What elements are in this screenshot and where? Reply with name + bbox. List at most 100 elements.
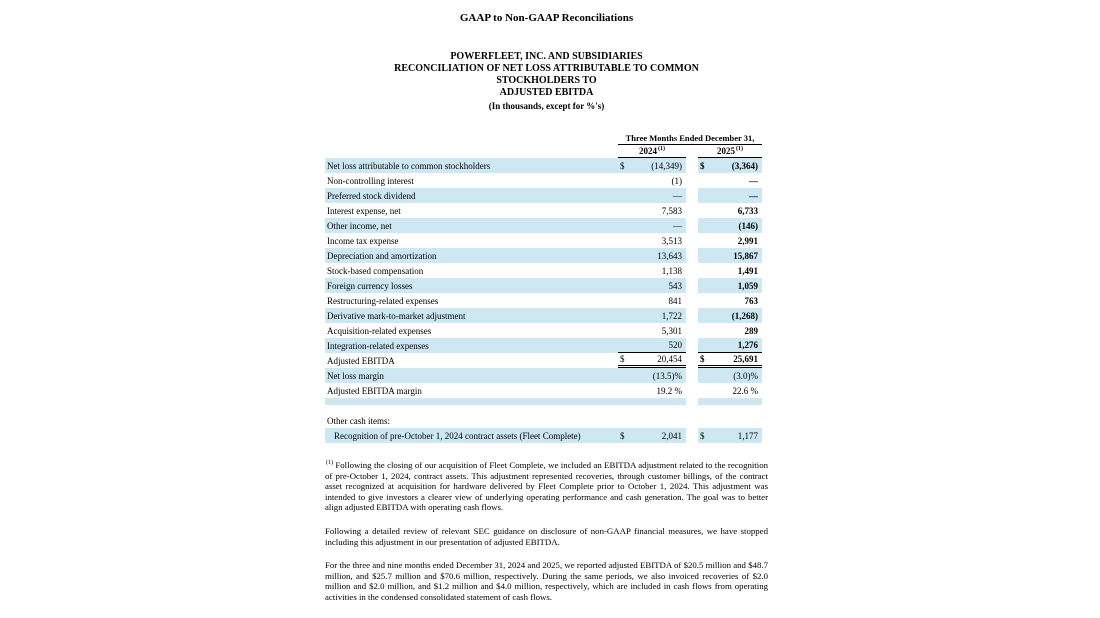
col-2025-group: 763 [698,293,762,308]
table-row: Acquisition-related expenses 5,301 289 [325,323,768,338]
column-gap [686,293,698,308]
value-2024: 1,722 [661,310,682,321]
value-2025: (3.0)% [733,370,758,381]
value-2025: 1,491 [737,265,758,276]
col-2025-group: — [698,173,762,188]
value-2025: (3,364) [731,160,758,171]
dollar-sign-2025: $ [700,430,705,441]
value-2025: 25,691 [733,354,758,364]
value-2025: 1,059 [737,280,758,291]
column-gap [686,338,698,353]
value-2025: — [749,175,758,186]
row-label: Adjusted EBITDA [327,355,395,366]
value-2024: 7,583 [661,205,682,216]
col-2024-group: 1,138 [618,263,686,278]
column-gap [686,263,698,278]
table-row: Depreciation and amortization 13,643 15,86… [325,248,768,263]
table-row: Integration-related expenses 520 1,276 [325,338,768,353]
value-2024: — [673,220,682,231]
table-row: Restructuring-related expenses 841 763 [325,293,768,308]
column-gap [686,308,698,323]
reconciliation-table: Three Months Ended December 31, 2024(1) … [325,131,768,443]
col-2025-group: 1,276 [698,338,762,353]
col-2024-group: 3,513 [618,233,686,248]
col-2025-group: (3.0)% [698,368,762,383]
value-2024: 20,454 [657,354,682,364]
paragraph-3: For the three and nine months ended Dece… [325,560,768,602]
col-2024-group: 543 [618,278,686,293]
value-2024: 3,513 [661,235,682,246]
col-2024-group: $ (14,349) [618,158,686,173]
col-2024-group [618,398,686,405]
column-gap [686,428,698,443]
column-gap [686,383,698,398]
row-label: Interest expense, net [327,205,401,216]
row-label: Derivative mark-to-market adjustment [325,308,618,323]
column-gap [686,398,698,405]
col-2024-group: 520 [618,338,686,353]
table-row: Adjusted EBITDA margin 19.2 % 22.6 % [325,383,768,398]
dollar-sign-2025: $ [700,354,705,364]
statement-header: POWERFLEET, INC. AND SUBSIDIARIES RECONC… [325,51,768,99]
value-2025: 15,867 [733,250,758,261]
row-label: Depreciation and amortization [325,248,618,263]
col-2025-group: 15,867 [698,248,762,263]
row-label: Net loss attributable to common stockhol… [325,158,618,173]
value-2025: 6,733 [737,205,758,216]
row-label: Non-controlling interest [327,175,414,186]
company-name: POWERFLEET, INC. AND SUBSIDIARIES [450,51,643,62]
column-gap [686,203,698,218]
period-header-row: Three Months Ended December 31, [325,131,768,145]
col-2024-group: $20,454 [618,353,686,368]
value-2024: 1,138 [661,265,682,276]
column-gap [686,278,698,293]
document-page: GAAP to Non-GAAP Reconciliations POWERFL… [325,0,768,616]
row-label [325,398,618,405]
row-label: Integration-related expenses [325,338,618,353]
value-2025: (1,268) [731,310,758,321]
footnote-1-text: Following the closing of our acquisition… [325,460,768,513]
column-gap [686,173,698,188]
table-body: Net loss attributable to common stockhol… [325,158,768,443]
col-2025-group: $ (3,364) [698,158,762,173]
value-2024: 13,643 [657,250,682,261]
year-2025-header: 2025(1) [698,146,762,158]
row-label: Adjusted EBITDA margin [327,385,422,396]
period-header: Three Months Ended December 31, [618,133,762,145]
column-gap [686,158,698,173]
recon-title-line-3: ADJUSTED EBITDA [499,87,594,98]
dollar-sign-2025: $ [700,160,705,171]
col-2024-group: 19.2 % [618,383,686,398]
col-2025-group [698,398,762,405]
value-2024: 5,301 [661,325,682,336]
col-2025-group: — [698,188,762,203]
row-label: Recognition of pre-October 1, 2024 contr… [325,428,618,443]
row-label: Other income, net [325,218,618,233]
recon-title-line-2: STOCKHOLDERS TO [496,75,597,86]
value-2024: (13.5)% [652,370,682,381]
col-2025-group: 289 [698,323,762,338]
footnote-1-marker: (1) [326,460,333,467]
column-gap [686,218,698,233]
year-2025-label: 2025 [717,146,735,156]
footnote-marker: (1) [658,146,665,152]
table-row: Non-controlling interest (1) — [325,173,768,188]
col-2024-group: $2,041 [618,428,686,443]
col-2024-group: 841 [618,293,686,308]
col-2025-group: (1,268) [698,308,762,323]
year-header-row: 2024(1) 2025(1) [325,145,768,158]
value-2024: 2,041 [661,430,682,441]
row-label: Acquisition-related expenses [327,325,432,336]
paragraph-2: Following a detailed review of relevant … [325,525,768,547]
column-gap [686,248,698,263]
value-2025: 289 [744,325,759,336]
footnote-1: (1) Following the closing of our acquisi… [325,460,768,513]
page-title: GAAP to Non-GAAP Reconciliations [459,12,634,24]
col-2025-group: 22.6 % [698,383,762,398]
col-2025-group: 1,059 [698,278,762,293]
col-2025-group: (146) [698,218,762,233]
col-2024-group: 13,643 [618,248,686,263]
table-row: Preferred stock dividend — — [325,188,768,203]
table-row: Net loss margin (13.5)% (3.0)% [325,368,768,383]
value-2024: 19.2 % [656,385,683,396]
